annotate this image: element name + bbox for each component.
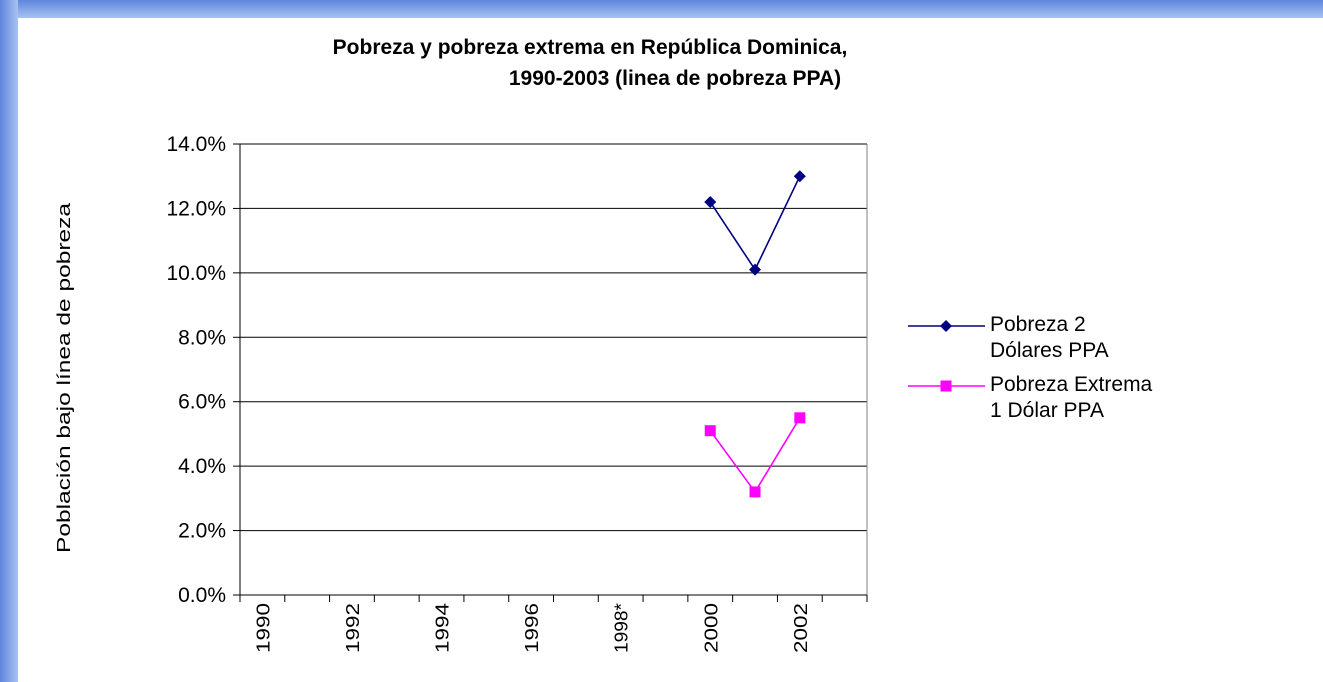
data-point — [704, 195, 717, 208]
data-point — [749, 486, 761, 498]
chart-title-line-1: Pobreza y pobreza extrema en República D… — [333, 36, 848, 59]
y-tick-label: 8.0% — [178, 326, 226, 349]
x-tick-label: 2002 — [791, 603, 811, 653]
legend-marker — [940, 320, 952, 332]
top-band — [0, 0, 1323, 18]
data-point — [793, 170, 806, 183]
series-line — [709, 417, 801, 494]
x-tick-label: 1992 — [343, 603, 363, 653]
data-point — [749, 263, 762, 276]
x-tick-label: 1994 — [433, 603, 453, 653]
y-axis-label: Población bajo línea de pobreza — [54, 202, 74, 553]
x-tick-label: 1996 — [522, 603, 542, 653]
y-tick-label: 6.0% — [178, 391, 226, 414]
x-tick-label: 1990 — [253, 603, 273, 653]
legend-label: Pobreza Extrema 1 Dólar PPA — [990, 373, 1153, 422]
y-tick-label: 4.0% — [178, 455, 226, 478]
y-tick-label: 12.0% — [166, 197, 226, 220]
y-tick-label: 14.0% — [166, 133, 226, 156]
data-point — [794, 412, 806, 424]
data-point — [704, 425, 716, 437]
left-band — [0, 0, 18, 682]
series-line — [709, 175, 801, 272]
chart-title-line-2: 1990-2003 (linea de pobreza PPA) — [509, 67, 841, 90]
legend-label: Pobreza 2 Dólares PPA — [990, 313, 1109, 362]
y-tick-label: 2.0% — [178, 520, 226, 543]
y-tick-label: 0.0% — [178, 584, 226, 607]
x-tick-label: 1998* — [612, 603, 632, 653]
legend-marker — [940, 380, 952, 392]
x-tick-label: 2000 — [701, 603, 721, 653]
y-tick-label: 10.0% — [166, 262, 226, 285]
